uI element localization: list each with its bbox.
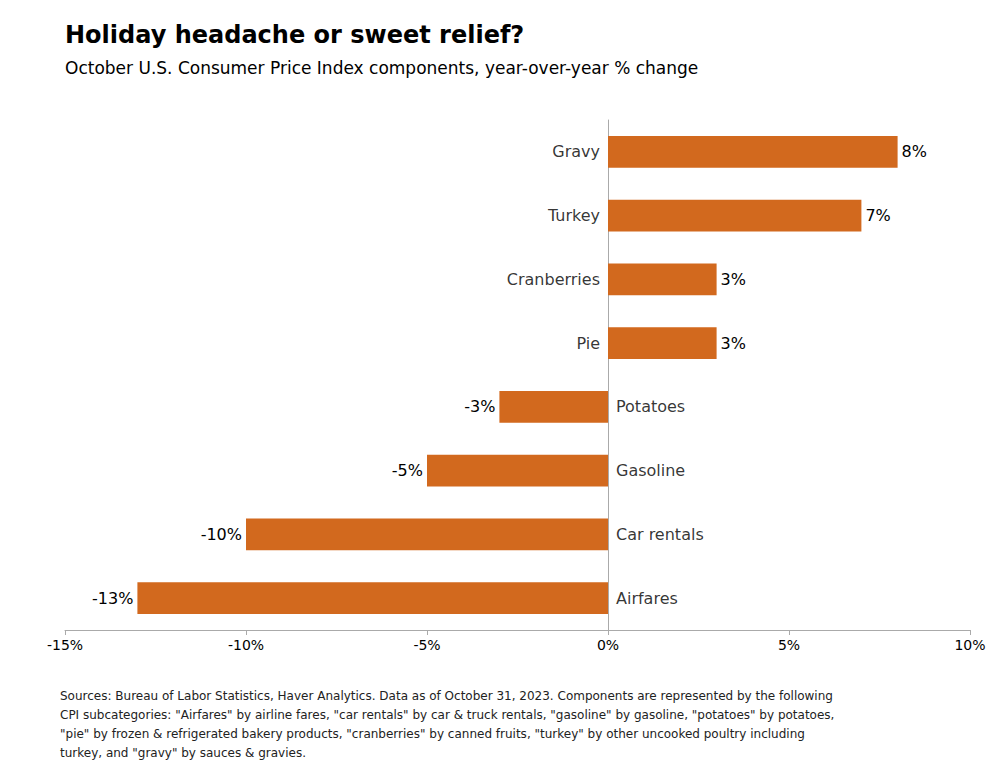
svg-text:-15%: -15% bbox=[47, 637, 83, 653]
svg-text:Turkey: Turkey bbox=[547, 206, 600, 225]
svg-text:8%: 8% bbox=[902, 142, 927, 161]
svg-text:CPI subcategories: "Airfares": CPI subcategories: "Airfares" by airline… bbox=[60, 708, 834, 722]
svg-text:Holiday headache or sweet reli: Holiday headache or sweet relief? bbox=[65, 21, 524, 49]
svg-text:0%: 0% bbox=[597, 637, 619, 653]
svg-text:"pie" by frozen & refrigerated: "pie" by frozen & refrigerated bakery pr… bbox=[60, 727, 805, 741]
svg-text:5%: 5% bbox=[778, 637, 800, 653]
svg-text:-10%: -10% bbox=[201, 525, 242, 544]
svg-text:Potatoes: Potatoes bbox=[616, 397, 685, 416]
svg-text:Gravy: Gravy bbox=[552, 142, 600, 161]
svg-text:-13%: -13% bbox=[92, 589, 133, 608]
svg-text:7%: 7% bbox=[865, 206, 890, 225]
svg-text:Gasoline: Gasoline bbox=[616, 461, 685, 480]
svg-text:10%: 10% bbox=[954, 637, 985, 653]
svg-text:Pie: Pie bbox=[576, 334, 600, 353]
svg-text:Cranberries: Cranberries bbox=[507, 270, 600, 289]
svg-text:-5%: -5% bbox=[392, 461, 423, 480]
svg-text:October U.S. Consumer Price In: October U.S. Consumer Price Index compon… bbox=[65, 58, 698, 78]
svg-text:-10%: -10% bbox=[228, 637, 264, 653]
svg-text:Car rentals: Car rentals bbox=[616, 525, 704, 544]
svg-text:-3%: -3% bbox=[464, 397, 495, 416]
svg-text:-5%: -5% bbox=[413, 637, 440, 653]
svg-text:3%: 3% bbox=[721, 270, 746, 289]
svg-text:Sources: Bureau of Labor Stati: Sources: Bureau of Labor Statistics, Hav… bbox=[60, 689, 833, 703]
svg-text:turkey, and "gravy" by sauces: turkey, and "gravy" by sauces & gravies. bbox=[60, 746, 306, 760]
svg-text:3%: 3% bbox=[721, 334, 746, 353]
svg-text:Airfares: Airfares bbox=[616, 589, 678, 608]
